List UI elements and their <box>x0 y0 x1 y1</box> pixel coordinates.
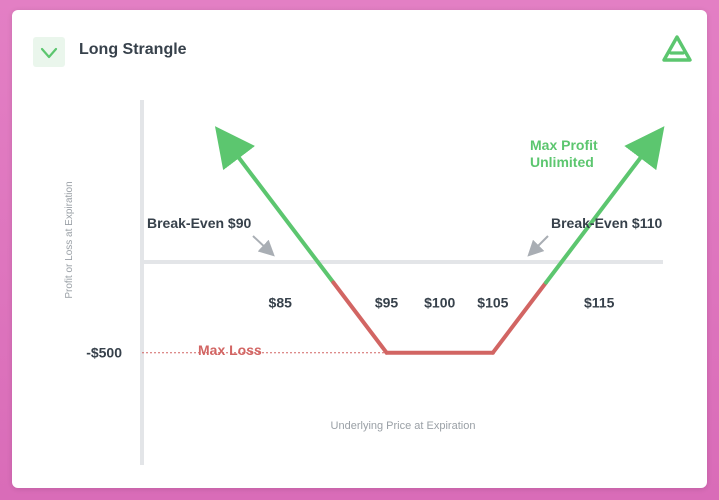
payoff-loss-segment <box>331 280 389 355</box>
payoff-profit-segment <box>214 126 336 285</box>
break-even-low-label: Break-Even $90 <box>147 215 252 231</box>
x-axis-label: Underlying Price at Expiration <box>331 420 476 432</box>
payoff-profit-segment <box>544 126 665 285</box>
max-profit-label-line2: Unlimited <box>530 154 594 170</box>
page-title: Long Strangle <box>79 41 187 58</box>
break-even-low-arrow <box>252 235 275 257</box>
triangle-logo-icon <box>660 33 694 65</box>
y-axis-label: Profit or Loss at Expiration <box>64 181 75 298</box>
x-tick-label: $85 <box>269 295 293 311</box>
v-shape-icon <box>33 37 65 67</box>
payoff-loss-segment <box>490 280 549 355</box>
x-tick-label: $105 <box>477 295 508 311</box>
y-tick-label: -$500 <box>86 345 122 361</box>
max-loss-label: Max Loss <box>198 342 262 358</box>
watermark: 金色财经 <box>620 474 673 488</box>
x-tick-label: $95 <box>375 295 399 311</box>
break-even-high-label: Break-Even $110 <box>551 215 663 231</box>
max-profit-label-line1: Max Profit <box>530 137 598 153</box>
x-tick-label: $115 <box>584 295 615 311</box>
break-even-high-arrow <box>527 235 549 257</box>
chart-card: Long Strangle <box>12 10 707 488</box>
x-tick-label: $100 <box>424 295 455 311</box>
